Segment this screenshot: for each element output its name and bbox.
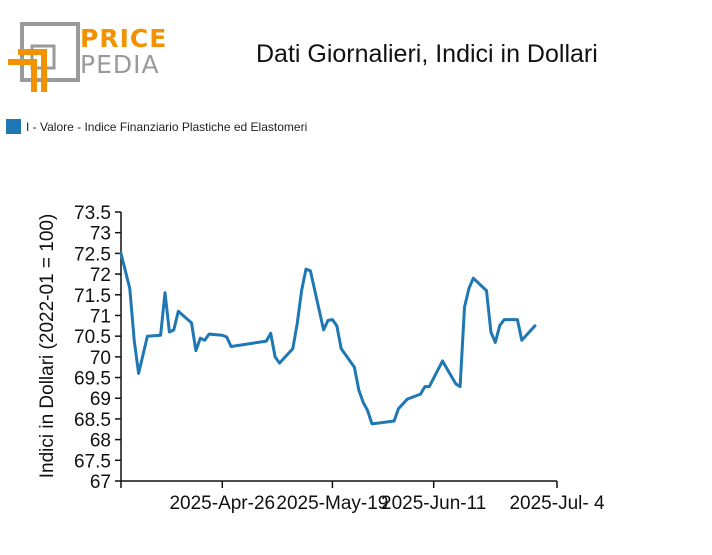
- data-point: [203, 339, 206, 342]
- x-tick-label: 2025-Apr-26: [169, 493, 275, 514]
- y-axis-label: Indici in Dollari (2022-01 = 100): [37, 214, 58, 479]
- x-tick-label: 2025-Jul- 4: [509, 493, 604, 514]
- data-point: [225, 335, 228, 339]
- series-points: [119, 252, 537, 426]
- data-point: [370, 422, 374, 426]
- data-point: [454, 382, 457, 385]
- y-tick-label: 68.5: [74, 410, 111, 431]
- data-point: [498, 324, 501, 328]
- y-tick-label: 70.5: [74, 327, 111, 348]
- data-point: [502, 318, 506, 321]
- data-point: [304, 267, 308, 271]
- data-point: [485, 289, 488, 292]
- data-point: [357, 388, 361, 392]
- data-point: [265, 339, 268, 343]
- data-point: [423, 385, 427, 388]
- data-point: [159, 334, 162, 337]
- data-point: [362, 401, 365, 404]
- data-point: [168, 330, 171, 334]
- y-tick-label: 67.5: [74, 451, 111, 472]
- data-point: [397, 407, 400, 410]
- data-point: [472, 277, 475, 280]
- logo-text-price: PRICE: [80, 24, 168, 53]
- data-point: [467, 287, 471, 290]
- data-point: [309, 269, 312, 272]
- data-point: [463, 305, 466, 309]
- data-point: [190, 321, 193, 325]
- data-point: [520, 339, 523, 342]
- data-point: [516, 318, 519, 321]
- data-point: [172, 328, 176, 332]
- y-tick-label: 69.5: [74, 369, 111, 390]
- data-point: [229, 345, 233, 348]
- data-point: [221, 334, 224, 337]
- data-point: [419, 392, 422, 396]
- legend-label: I - Valore - Indice Finanziario Plastich…: [26, 119, 308, 134]
- y-tick-label: 71: [90, 306, 111, 327]
- legend-swatch: [6, 119, 21, 134]
- data-point: [119, 252, 123, 255]
- y-tick-label: 70: [90, 348, 111, 369]
- data-point: [335, 324, 338, 328]
- y-tick-label: 68: [90, 431, 111, 452]
- y-tick-label: 71.5: [74, 286, 111, 307]
- data-point: [366, 409, 369, 412]
- data-point: [300, 289, 303, 292]
- data-point: [458, 385, 462, 388]
- data-point: [489, 330, 493, 334]
- y-tick-label: 72: [90, 265, 111, 286]
- x-tick-label: 2025-Jun-11: [381, 493, 486, 514]
- data-point: [199, 337, 202, 340]
- y-axis: 6767.56868.56969.57070.57171.57272.57373…: [74, 203, 122, 493]
- chart-title: Dati Giornalieri, Indici in Dollari: [256, 40, 598, 68]
- data-point: [331, 318, 334, 321]
- data-point: [295, 322, 299, 325]
- data-point: [326, 319, 330, 322]
- logo-text-pedia: PEDIA: [80, 50, 160, 79]
- data-point: [494, 341, 497, 344]
- data-point: [128, 287, 132, 290]
- y-tick-label: 73: [90, 224, 111, 245]
- x-tick-label: 2025-May-19: [276, 493, 388, 514]
- data-point: [533, 324, 537, 328]
- data-point: [269, 332, 272, 335]
- data-point: [340, 347, 343, 350]
- data-point: [146, 334, 149, 338]
- y-tick-label: 69: [90, 389, 111, 410]
- chart-legend[interactable]: I - Valore - Indice Finanziario Plastich…: [6, 119, 307, 134]
- data-point: [392, 419, 396, 423]
- data-point: [133, 339, 136, 342]
- data-point: [177, 310, 180, 313]
- data-point: [278, 361, 281, 365]
- data-point: [353, 365, 356, 369]
- data-point: [163, 291, 167, 294]
- y-tick-label: 67: [90, 472, 111, 493]
- data-point: [322, 328, 325, 332]
- data-point: [428, 385, 431, 388]
- y-tick-label: 73.5: [74, 203, 111, 224]
- data-point: [441, 359, 444, 363]
- data-point: [273, 355, 277, 359]
- y-tick-label: 72.5: [74, 244, 111, 265]
- data-point: [406, 397, 409, 401]
- data-point: [291, 347, 294, 350]
- data-point: [137, 372, 140, 375]
- data-point: [207, 332, 211, 336]
- data-point: [194, 349, 198, 352]
- pricepedia-logo: [8, 22, 80, 92]
